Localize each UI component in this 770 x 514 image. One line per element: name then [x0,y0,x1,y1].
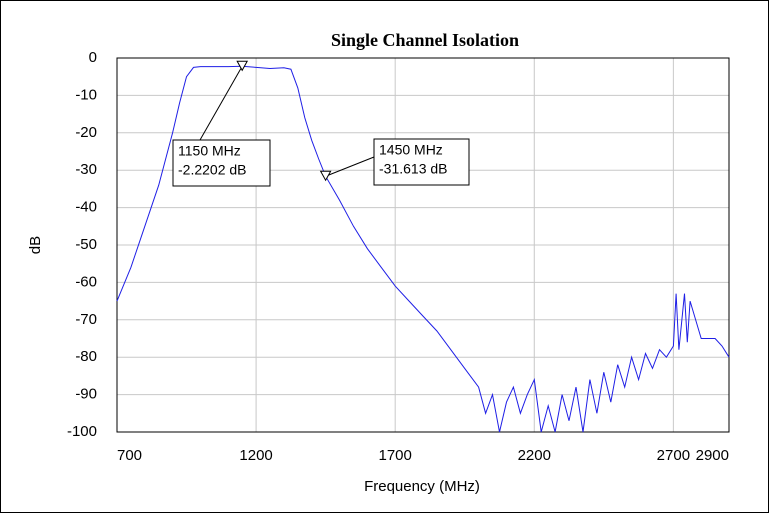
y-tick-label: -10 [75,86,97,103]
x-tick-label: 2900 [696,447,729,464]
annotation-text: 1450 MHz [379,142,443,158]
y-tick-label: -30 [75,161,97,178]
x-tick-label: 700 [117,447,142,464]
annotation-text: -2.2202 dB [178,162,247,178]
y-tick-label: -100 [67,423,97,440]
leader-line [325,156,375,177]
x-tick-label: 2700 [657,447,690,464]
y-tick-label: 0 [89,49,97,66]
y-tick-label: -40 [75,199,97,216]
annotation-box [172,139,271,187]
marker [236,60,249,72]
x-tick-label: 1200 [239,447,272,464]
annotation-text: 1150 MHz [178,143,241,159]
leader-line [199,66,243,141]
y-tick-label: -70 [75,311,97,328]
annotation: 1150 MHz -2.2202 dB [172,60,271,187]
plot-area [116,57,730,433]
y-axis-label: dB [27,236,44,254]
chart-title: Single Channel Isolation [331,30,519,50]
y-tick-label: -60 [75,273,97,290]
line [116,65,730,433]
annotation-box [373,138,470,186]
annotation: 1450 MHz -31.613 dB [319,138,470,186]
y-tick-label: -20 [75,124,97,141]
y-tick-label: -50 [75,236,97,253]
x-tick-label: 2200 [518,447,551,464]
annotation-text: -31.613 dB [379,161,448,177]
y-tick-label: -80 [75,348,97,365]
x-axis-label: Frequency (MHz) [364,478,480,495]
x-tick-label: 1700 [378,447,411,464]
marker [319,170,332,182]
y-tick-label: -90 [75,386,97,403]
